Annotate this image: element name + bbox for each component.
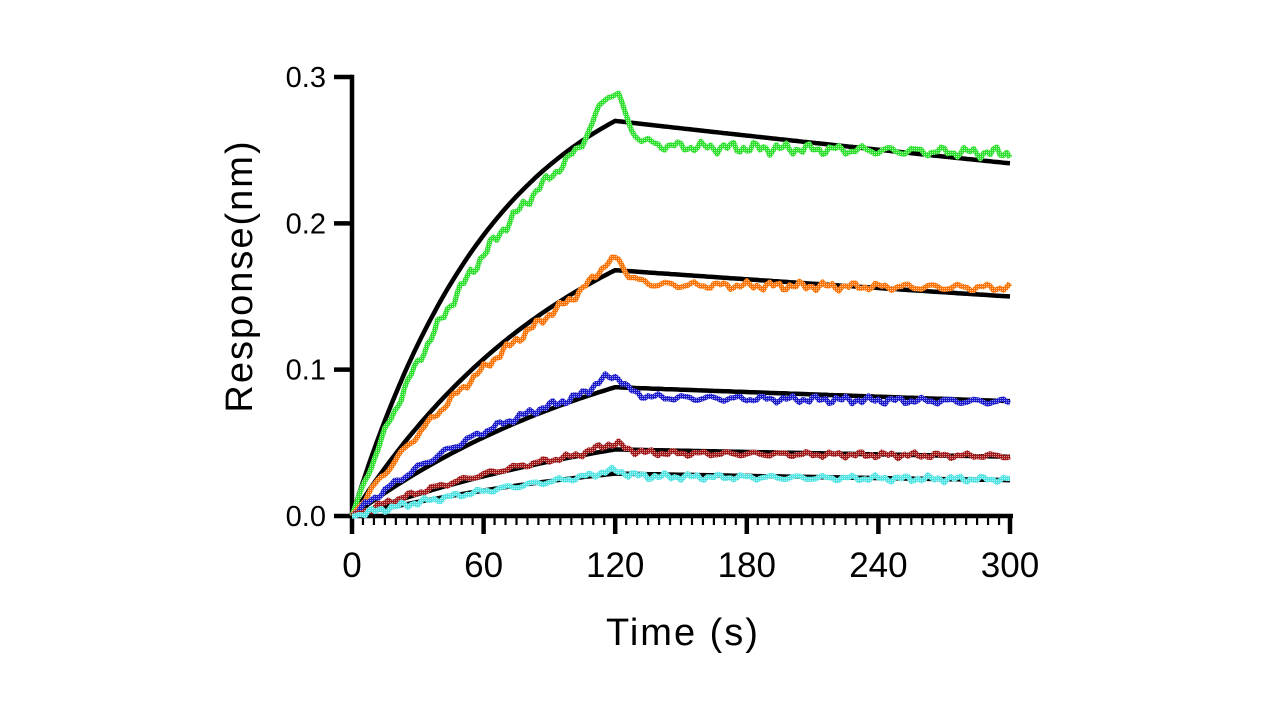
y-axis-title: Response(nm): [219, 139, 261, 413]
y-tick-label: 0.2: [286, 208, 326, 240]
series-cyan-data-texture: [351, 464, 1011, 519]
series-orange-data-texture: [349, 254, 1013, 518]
x-tick-label: 180: [718, 546, 776, 585]
x-tick-label: 120: [586, 546, 644, 585]
x-tick-label: 240: [849, 546, 907, 585]
series-blue-data-texture: [350, 371, 1011, 519]
series-dark-red-data-texture: [350, 438, 1011, 519]
y-tick-label: 0.3: [286, 62, 326, 94]
series-orange-fit-curve: [350, 267, 1011, 518]
y-tick-label: 0.1: [286, 355, 326, 387]
x-tick-label: 0: [342, 546, 361, 585]
x-tick-label: 300: [981, 546, 1039, 585]
series-green-data-texture: [349, 90, 1013, 517]
y-tick-label: 0.0: [286, 501, 326, 533]
x-axis-title: Time (s): [606, 612, 760, 654]
x-tick-label: 60: [464, 546, 503, 585]
